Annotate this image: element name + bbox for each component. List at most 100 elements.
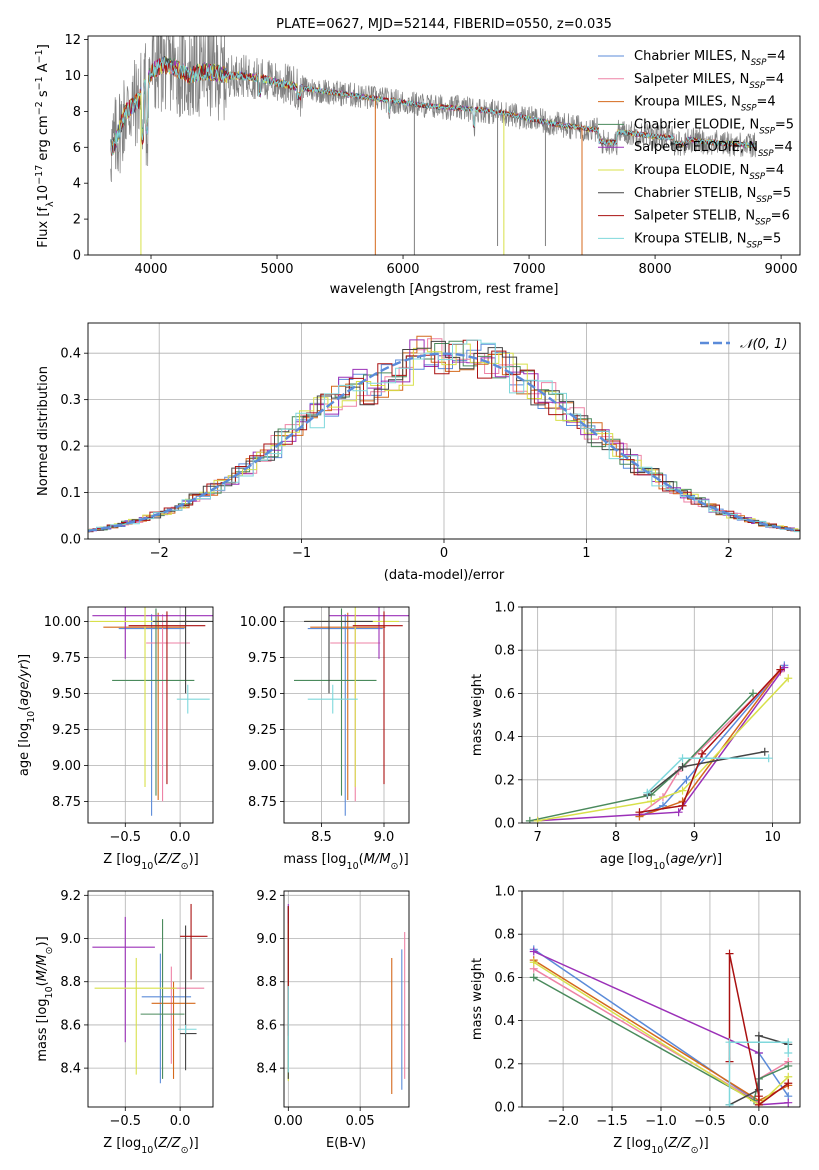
x-tick-label: 0.0 xyxy=(170,1114,191,1129)
axes-frame xyxy=(283,890,410,1108)
y-tick-label: 8.75 xyxy=(52,795,81,810)
mass-weight-marker xyxy=(754,1092,763,1101)
y-tick-label: 0.4 xyxy=(494,730,515,745)
data-spectrum-line xyxy=(110,36,756,182)
mass-weight-marker xyxy=(647,797,656,806)
y-tick-label: 8.75 xyxy=(248,795,277,810)
y-tick-label: 2 xyxy=(73,213,81,228)
y-tick-label: 9.50 xyxy=(248,687,277,702)
legend-entry: Salpeter ELODIE, NSSP=4 xyxy=(634,140,793,159)
y-tick-label: 8.4 xyxy=(256,1062,277,1077)
y-tick-label: 0.2 xyxy=(494,773,515,788)
y-tick-label: 0.2 xyxy=(60,440,81,455)
plot-area xyxy=(287,903,406,1095)
age-vs-mass-panel: 8.5 9.0 8.75 9.00 9.25 9.50 9.75 10.00 mass [log… xyxy=(240,606,410,872)
y-tick-label: 10.00 xyxy=(240,615,277,630)
y-tick-label: 0.8 xyxy=(494,928,515,943)
mass-weight-marker xyxy=(678,801,687,810)
mass-weight-marker xyxy=(776,665,785,674)
y-axis-label: age [log10(age/yr)] xyxy=(17,654,37,776)
residual-histogram-step xyxy=(88,339,800,533)
x-tick-label: −2.0 xyxy=(547,1114,579,1129)
y-tick-label: 9.50 xyxy=(52,687,81,702)
mass-weight-marker xyxy=(635,808,644,817)
x-tick-label: 2 xyxy=(725,546,733,561)
mass-weight-vs-age-panel: 7 8 9 10 0.0 0.2 0.4 0.6 0.8 1.0 age [log10(age/yr… xyxy=(470,601,801,872)
x-tick-label: 0.05 xyxy=(346,1114,375,1129)
mass-weight-marker xyxy=(784,1098,793,1107)
legend-entry: Chabrier STELIB, NSSP=5 xyxy=(634,186,791,205)
mass-weight-marker xyxy=(725,1100,734,1107)
x-tick-label: 10 xyxy=(764,830,781,845)
y-tick-label: 9.2 xyxy=(256,889,277,904)
x-tick-label: −2 xyxy=(150,546,169,561)
x-tick-label: 5000 xyxy=(260,262,293,277)
y-tick-label: 9.25 xyxy=(248,723,277,738)
model-spectrum-line xyxy=(110,57,756,156)
plot-area xyxy=(88,335,800,533)
x-axis-label: E(B-V) xyxy=(326,1136,366,1151)
mass-weight-marker xyxy=(678,754,687,763)
mass-weight-marker xyxy=(529,973,538,982)
y-tick-label: 0.0 xyxy=(494,1101,515,1116)
x-tick-label: −0.5 xyxy=(109,830,141,845)
mass-weight-marker xyxy=(784,1038,793,1047)
plot-area xyxy=(525,661,793,823)
y-axis-label: Flux [fλ10−17 erg cm−2 s−1 A−1] xyxy=(34,44,56,248)
axes-frame xyxy=(87,35,801,256)
y-tick-label: 0.6 xyxy=(494,687,515,702)
y-tick-label: 9.2 xyxy=(60,889,81,904)
x-tick-label: −0.5 xyxy=(694,1114,726,1129)
y-tick-label: 9.75 xyxy=(248,651,277,666)
x-tick-label: −1 xyxy=(292,546,311,561)
x-tick-label: −0.5 xyxy=(109,1114,141,1129)
mass-weight-line xyxy=(529,692,754,822)
legend-entry: Chabrier ELODIE, NSSP=5 xyxy=(634,117,794,136)
y-axis-label: mass weight xyxy=(470,674,485,756)
plot-area xyxy=(90,607,213,816)
y-tick-label: 8 xyxy=(73,105,81,120)
gaussian-curve xyxy=(88,352,798,533)
y-tick-label: 1.0 xyxy=(494,885,515,900)
x-tick-label: 0.0 xyxy=(170,830,191,845)
x-tick-label: 7 xyxy=(534,830,542,845)
axes-frame xyxy=(87,890,214,1108)
x-tick-label: −1.5 xyxy=(596,1114,628,1129)
x-tick-label: 9000 xyxy=(765,262,798,277)
x-axis-label: age [log10(age/yr)] xyxy=(600,852,722,872)
x-tick-label: 1 xyxy=(582,546,590,561)
y-tick-label: 0.1 xyxy=(60,486,81,501)
mass-weight-line xyxy=(639,669,781,813)
mass-weight-line xyxy=(537,677,789,822)
y-tick-label: 0 xyxy=(73,249,81,264)
x-tick-label: 4000 xyxy=(134,262,167,277)
x-axis-label: Z [log10(Z/Z⊙)] xyxy=(103,852,198,872)
spectrum-panel: PLATE=0627, MJD=52144, FIBERID=0550, z=0… xyxy=(34,17,801,297)
legend-entry: Kroupa STELIB, NSSP=5 xyxy=(634,231,781,250)
mass-weight-marker xyxy=(678,762,687,771)
plot-area xyxy=(529,945,793,1107)
legend-entry: 𝒩(0, 1) xyxy=(740,337,787,352)
x-tick-label: 8000 xyxy=(639,262,672,277)
y-tick-label: 0.0 xyxy=(494,817,515,832)
axes-frame xyxy=(283,606,410,824)
y-tick-label: 8.6 xyxy=(256,1018,277,1033)
y-tick-label: 10 xyxy=(64,69,81,84)
legend-entry: Salpeter MILES, NSSP=4 xyxy=(634,72,784,91)
x-tick-label: −1.0 xyxy=(645,1114,677,1129)
mass-weight-marker xyxy=(760,747,769,756)
x-tick-label: 6000 xyxy=(386,262,419,277)
y-tick-label: 10.00 xyxy=(44,615,81,630)
y-tick-label: 0.0 xyxy=(60,533,81,548)
mass-weight-marker xyxy=(784,1079,793,1088)
x-axis-label: Z [log10(Z/Z⊙)] xyxy=(103,1136,198,1156)
y-axis-label: mass [log10(M/M⊙)] xyxy=(35,936,55,1061)
age-vs-metallicity-panel: −0.5 0.0 8.75 9.00 9.25 9.50 9.75 10.00 Z [log10… xyxy=(17,606,214,872)
legend-entry: Kroupa MILES, NSSP=4 xyxy=(634,95,776,114)
mass-weight-marker xyxy=(529,947,538,956)
plot-area xyxy=(110,36,756,255)
x-tick-label: 8 xyxy=(612,830,620,845)
legend-entry: Kroupa ELODIE, NSSP=4 xyxy=(634,163,784,182)
plot-area xyxy=(92,903,208,1084)
